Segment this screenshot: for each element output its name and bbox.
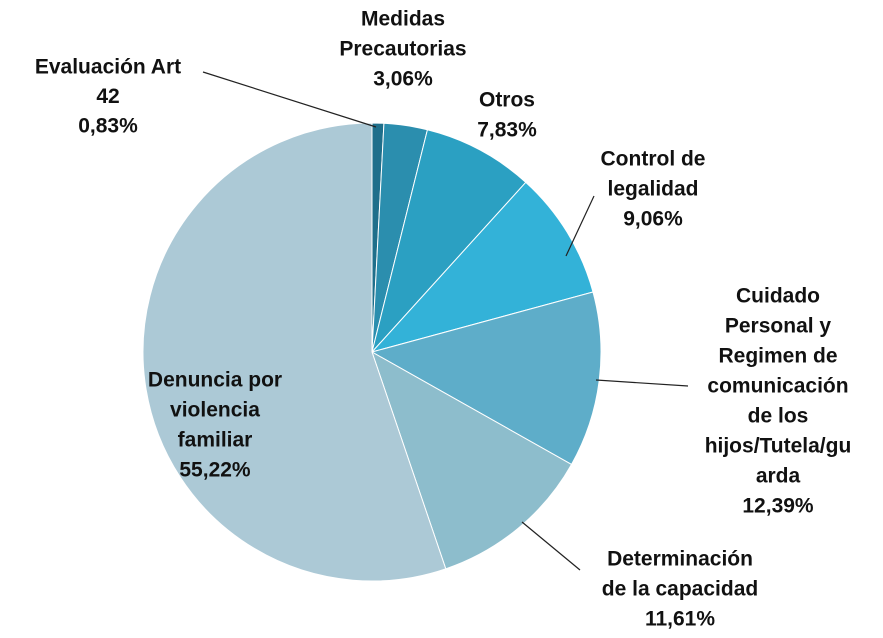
- value-label: 12,39%: [742, 495, 814, 518]
- slice-label: familiar: [178, 429, 253, 452]
- value-label: 55,22%: [179, 459, 251, 482]
- slice-label: Medidas: [361, 8, 445, 31]
- pie-slice: [142, 122, 447, 582]
- slice-label: Personal y: [725, 315, 832, 338]
- pie-slice: [370, 181, 594, 353]
- leader-line: [595, 379, 689, 387]
- slice-label: hijos/Tutela/gu: [705, 435, 852, 458]
- slice-label: Determinación: [607, 548, 753, 571]
- slice-label: de los: [748, 405, 809, 428]
- slice-label: violencia: [170, 399, 260, 422]
- leader-line: [521, 521, 581, 571]
- slice-label: Otros: [479, 89, 535, 112]
- slice-label: de la capacidad: [602, 578, 758, 601]
- leader-line: [202, 71, 377, 128]
- slice-label: Control de: [601, 148, 706, 171]
- value-label: 0,83%: [78, 115, 138, 138]
- slice-label: Regimen de: [718, 345, 837, 368]
- slice-label: Cuidado: [736, 285, 820, 308]
- slice-label: Denuncia por: [148, 369, 282, 392]
- slice-label: 42: [96, 85, 119, 108]
- value-label: 3,06%: [373, 68, 433, 91]
- pie-slice: [371, 129, 527, 353]
- pie-slice: [371, 350, 573, 570]
- slice-label: arda: [756, 465, 801, 488]
- leader-line: [565, 195, 595, 257]
- slice-label: Evaluación Art: [35, 56, 181, 79]
- value-label: 7,83%: [477, 119, 537, 142]
- slice-label: legalidad: [607, 178, 698, 201]
- value-label: 11,61%: [645, 608, 715, 631]
- value-label: 9,06%: [623, 208, 683, 231]
- slice-label: Precautorias: [339, 38, 466, 61]
- slice-label: comunicación: [707, 375, 848, 398]
